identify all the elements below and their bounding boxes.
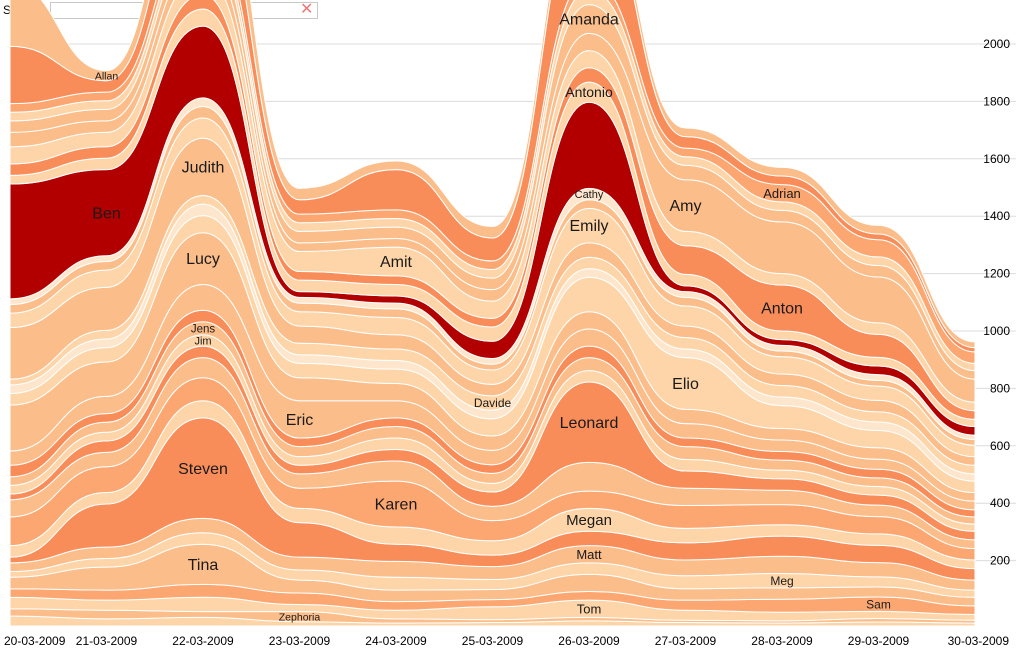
y-tick-label: 1600 — [983, 152, 1010, 166]
series-label: Karen — [375, 497, 418, 514]
x-tick-label: 26-03-2009 — [558, 634, 620, 648]
series-label: Tom — [577, 601, 602, 616]
x-tick-label: 30-03-2009 — [948, 634, 1010, 648]
series-label: Anton — [761, 301, 803, 318]
y-tick-label: 1800 — [983, 94, 1010, 108]
x-tick-label: 20-03-2009 — [4, 634, 66, 648]
series-label: Amit — [380, 254, 413, 271]
series-label: Allan — [95, 70, 119, 82]
series-label: Zephoria — [279, 611, 321, 623]
x-tick-label: 27-03-2009 — [655, 634, 717, 648]
x-tick-label: 21-03-2009 — [76, 634, 138, 648]
series-label: Antonio — [565, 84, 613, 100]
series-label: Ben — [92, 205, 120, 222]
y-tick-label: 2000 — [983, 37, 1010, 51]
y-axis: 200 400 600 800 1000 1200 1400 1600 1800 2000 — [983, 37, 1010, 568]
x-tick-label: 24-03-2009 — [365, 634, 427, 648]
x-axis: 20-03-2009 21-03-2009 22-03-2009 23-03-2009… — [4, 634, 1009, 648]
x-tick-label: 25-03-2009 — [462, 634, 524, 648]
series-label: Jens — [191, 323, 216, 335]
series-label: Eric — [286, 412, 314, 429]
y-tick-label: 400 — [990, 496, 1010, 510]
x-tick-label: 29-03-2009 — [848, 634, 910, 648]
series-label: Leonard — [560, 415, 619, 432]
y-tick-label: 800 — [990, 381, 1010, 395]
series-label: Cathy — [575, 189, 604, 201]
y-tick-label: 1200 — [983, 267, 1010, 281]
series-label: Meg — [770, 574, 793, 588]
series-label: Tina — [188, 557, 219, 574]
series-label: Judith — [182, 159, 225, 176]
series-label: Jim — [194, 335, 211, 347]
series-labels: Zephoria Tom Sam Tina Meg Matt Steven Megan Kare… — [92, 12, 891, 624]
series-label: Adrian — [763, 186, 801, 201]
stream-layer[interactable] — [9, 0, 976, 349]
stream-layers — [9, 0, 976, 627]
series-label: Davide — [474, 396, 512, 410]
y-tick-label: 1400 — [983, 209, 1010, 223]
y-tick-label: 1000 — [983, 324, 1010, 338]
series-label: Elio — [672, 376, 699, 393]
series-label: Megan — [566, 512, 612, 529]
series-label: Steven — [178, 461, 228, 478]
series-label: Emily — [569, 218, 608, 235]
series-label: Amy — [670, 198, 702, 215]
y-tick-label: 600 — [990, 439, 1010, 453]
series-label: Matt — [576, 547, 602, 562]
x-tick-label: 28-03-2009 — [751, 634, 813, 648]
series-label: Amanda — [559, 12, 619, 29]
series-label: Sam — [866, 597, 891, 611]
y-tick-label: 200 — [990, 554, 1010, 568]
x-tick-label: 22-03-2009 — [172, 634, 234, 648]
series-label: Lucy — [186, 251, 220, 268]
x-tick-label: 23-03-2009 — [269, 634, 331, 648]
close-icon[interactable]: ✕ — [299, 0, 314, 18]
